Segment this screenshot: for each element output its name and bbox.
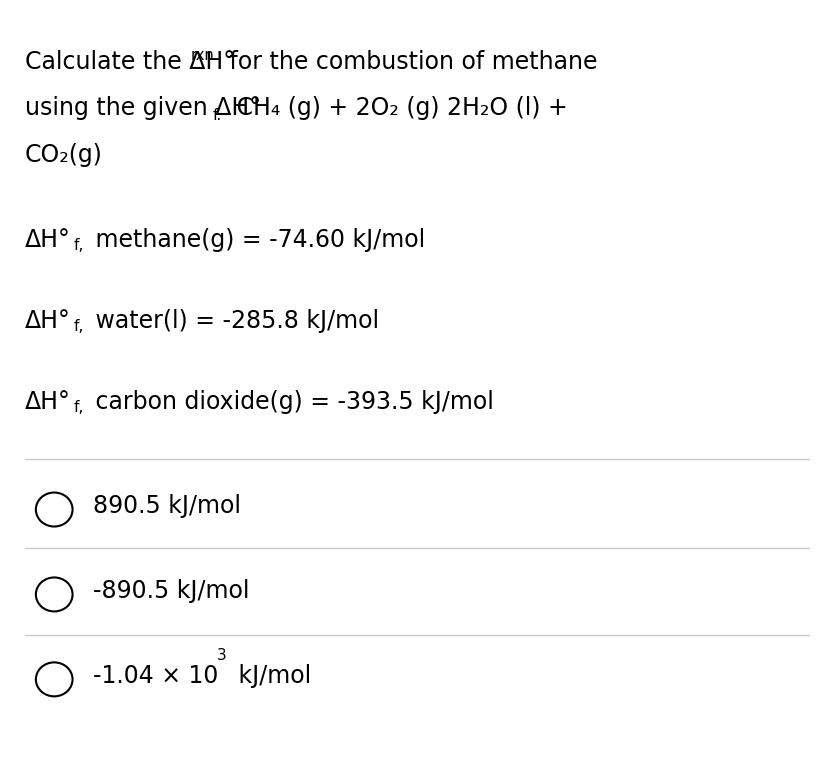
Text: -890.5 kJ/mol: -890.5 kJ/mol (93, 579, 250, 603)
Text: 890.5 kJ/mol: 890.5 kJ/mol (93, 494, 241, 518)
Text: carbon dioxide(g) = -393.5 kJ/mol: carbon dioxide(g) = -393.5 kJ/mol (88, 390, 494, 414)
Text: Calculate the ΔH°: Calculate the ΔH° (25, 50, 235, 74)
Text: methane(g) = -74.60 kJ/mol: methane(g) = -74.60 kJ/mol (88, 228, 425, 252)
Text: using the given ΔH°: using the given ΔH° (25, 96, 261, 120)
Text: ΔH°: ΔH° (25, 228, 71, 252)
Text: rxn: rxn (190, 48, 214, 63)
Text: 3: 3 (217, 648, 227, 663)
Text: CO₂(g): CO₂(g) (25, 143, 103, 167)
Text: f,: f, (73, 400, 83, 415)
Text: CH₄ (g) + 2O₂ (g) 2H₂O (l) +: CH₄ (g) + 2O₂ (g) 2H₂O (l) + (229, 96, 568, 120)
Text: f,: f, (73, 319, 83, 334)
Text: -1.04 × 10: -1.04 × 10 (93, 664, 219, 688)
Text: f.: f. (213, 108, 222, 123)
Text: water(l) = -285.8 kJ/mol: water(l) = -285.8 kJ/mol (88, 309, 379, 333)
Text: ΔH°: ΔH° (25, 390, 71, 414)
Text: ΔH°: ΔH° (25, 309, 71, 333)
Text: f,: f, (73, 238, 83, 252)
Text: kJ/mol: kJ/mol (231, 664, 311, 688)
Text: for the combustion of methane: for the combustion of methane (222, 50, 597, 74)
